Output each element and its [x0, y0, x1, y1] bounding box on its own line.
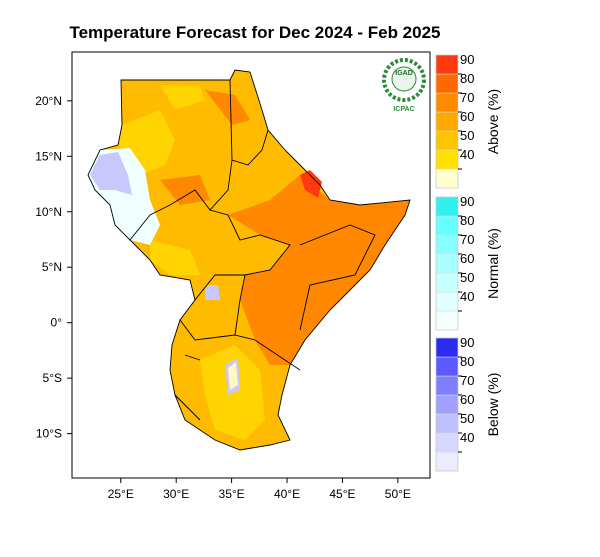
colorbar-bin: [435, 215, 459, 236]
y-tick-label: 10°S: [36, 427, 62, 441]
colorbar-bin: [435, 253, 459, 274]
colorbar-tick-label: 60: [460, 251, 474, 266]
colorbar-tick-label: 70: [460, 373, 474, 388]
colorbar-label: Below (%): [485, 373, 501, 437]
colorbar-tick-label: 50: [460, 411, 474, 426]
y-tick-label: 5°N: [42, 260, 62, 274]
colorbar-bin: [435, 54, 459, 75]
y-tick-label: 15°N: [35, 149, 62, 163]
colorbar-frame: [435, 196, 459, 331]
colorbar-label: Above (%): [485, 89, 501, 154]
light-yellow-patch: [228, 362, 238, 390]
x-tick-label: 35°E: [219, 487, 245, 501]
colorbar-tick-label: 90: [460, 335, 474, 350]
x-tick-label: 30°E: [163, 487, 189, 501]
orange-patch: [160, 90, 410, 365]
colorbar-tick-label: 50: [460, 270, 474, 285]
logo-org: ICPAC: [393, 106, 414, 113]
x-tick-label: 40°E: [274, 487, 300, 501]
colorbar-bin: [435, 73, 459, 94]
colorbar-bin: [435, 310, 459, 331]
colorbar-tick-label: 80: [460, 213, 474, 228]
y-tick-label: 20°N: [35, 94, 62, 108]
colorbar-bin: [435, 196, 459, 217]
colorbar-label: Normal (%): [485, 228, 501, 299]
x-tick-label: 45°E: [329, 487, 355, 501]
y-tick-label: 10°N: [35, 205, 62, 219]
y-tick-label: 5°S: [43, 371, 62, 385]
colorbar-tick-label: 90: [460, 52, 474, 67]
colorbar-frame: [435, 337, 459, 472]
colorbar-bin: [435, 111, 459, 132]
colorbar-bin: [435, 451, 459, 472]
colorbar-tick-label: 40: [460, 147, 474, 162]
colorbar-tick-label: 50: [460, 128, 474, 143]
colorbar-tick-label: 40: [460, 289, 474, 304]
y-tick-label: 0°: [51, 316, 63, 330]
yellow-patch: [118, 85, 265, 440]
colorbar-bin: [435, 337, 459, 358]
colorbar-bin: [435, 130, 459, 151]
colorbar-tick-label: 70: [460, 232, 474, 247]
colorbar-tick-label: 40: [460, 430, 474, 445]
logo-globe: [391, 66, 417, 92]
colorbar-bin: [435, 356, 459, 377]
colorbar-bin: [435, 291, 459, 312]
coastline: [87, 69, 411, 451]
colorbar-bin: [435, 149, 459, 170]
colorbar-bin: [435, 413, 459, 434]
colorbar-bin: [435, 394, 459, 415]
below-patch: [90, 152, 240, 395]
x-tick-label: 25°E: [108, 487, 134, 501]
x-tick-label: 50°E: [385, 487, 411, 501]
domain-fill: [88, 70, 410, 450]
map-title: Temperature Forecast for Dec 2024 - Feb …: [69, 23, 440, 42]
forecast-regions: [88, 70, 410, 450]
red-patch: [300, 170, 322, 198]
country-borders: [87, 69, 411, 451]
colorbar-bin: [435, 234, 459, 255]
colorbar-tick-label: 90: [460, 194, 474, 209]
colorbar-bin: [435, 92, 459, 113]
colorbar-frame: [435, 54, 459, 189]
colorbar-tick-label: 60: [460, 109, 474, 124]
colorbar-bin: [435, 168, 459, 189]
colorbar-bin: [435, 432, 459, 453]
colorbar-tick-label: 60: [460, 392, 474, 407]
colorbar-bin: [435, 272, 459, 293]
colorbar-tick-label: 80: [460, 354, 474, 369]
colorbar-tick-label: 80: [460, 71, 474, 86]
border: [129, 79, 376, 421]
colorbar-bin: [435, 375, 459, 396]
logo-name: IGAD: [395, 70, 413, 77]
colorbar-tick-label: 70: [460, 90, 474, 105]
logo: IGAD ICPAC: [382, 58, 426, 113]
